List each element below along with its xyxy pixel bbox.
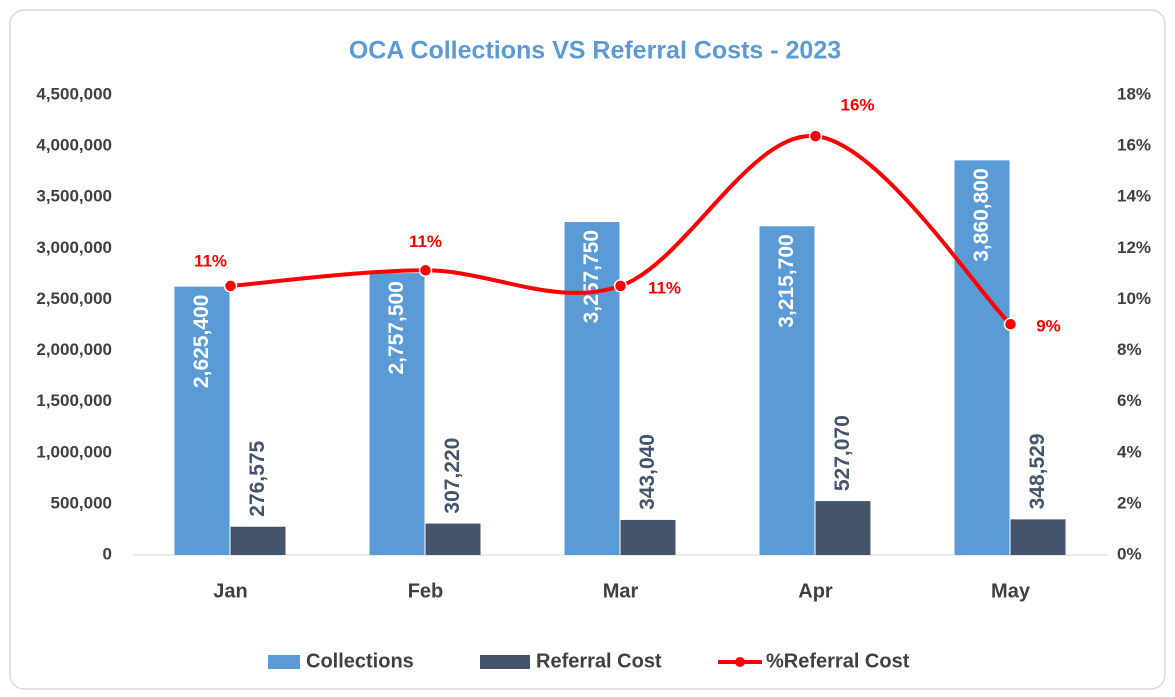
y2-tick-label: 10% xyxy=(1117,289,1151,308)
y2-tick-label: 16% xyxy=(1117,136,1151,155)
y2-tick-label: 14% xyxy=(1117,187,1151,206)
bar xyxy=(815,501,871,555)
data-label: 3,860,800 xyxy=(970,168,993,261)
bar xyxy=(620,519,676,555)
data-label: 3,257,750 xyxy=(580,230,603,323)
legend-label: Referral Cost xyxy=(536,650,662,672)
chart-title: OCA Collections VS Referral Costs - 2023 xyxy=(349,37,841,65)
y-tick-label: 2,000,000 xyxy=(36,340,112,359)
x-tick-label: Feb xyxy=(408,580,444,602)
x-tick-label: Mar xyxy=(603,580,639,602)
legend-label: %Referral Cost xyxy=(766,650,910,672)
y2-tick-label: 12% xyxy=(1117,238,1151,257)
legend-label: Collections xyxy=(306,650,414,672)
bar xyxy=(174,286,230,555)
bar xyxy=(759,226,815,555)
bar xyxy=(369,273,425,555)
data-label: 276,575 xyxy=(246,440,269,516)
bar xyxy=(1010,519,1066,555)
marker xyxy=(1003,317,1018,331)
y-tick-label: 1,500,000 xyxy=(36,391,112,410)
legend-marker xyxy=(735,657,745,667)
data-label: 11% xyxy=(648,278,681,297)
x-tick-label: May xyxy=(991,580,1031,602)
data-label: 11% xyxy=(409,232,442,251)
y-tick-label: 4,000,000 xyxy=(36,136,112,155)
data-label: 16% xyxy=(840,96,874,115)
marker xyxy=(613,279,628,293)
data-label: 2,625,400 xyxy=(190,295,213,388)
y-tick-label: 2,500,000 xyxy=(36,289,112,308)
bar xyxy=(954,160,1010,555)
marker xyxy=(808,129,823,143)
x-tick-label: Jan xyxy=(213,580,247,602)
data-label: 2,757,500 xyxy=(385,281,408,374)
data-label: 307,220 xyxy=(441,438,464,514)
marker xyxy=(418,263,433,278)
y2-tick-label: 6% xyxy=(1117,391,1142,410)
y-tick-label: 3,500,000 xyxy=(36,187,112,206)
data-label: 9% xyxy=(1036,317,1061,336)
y-tick-label: 0 xyxy=(103,544,112,563)
legend-swatch xyxy=(480,655,530,669)
y-tick-label: 500,000 xyxy=(51,493,112,512)
marker xyxy=(223,279,238,293)
y2-tick-label: 4% xyxy=(1117,442,1142,461)
y2-tick-label: 8% xyxy=(1117,340,1142,359)
x-tick-label: Apr xyxy=(798,580,833,602)
data-label: 348,529 xyxy=(1026,433,1049,509)
y-tick-label: 4,500,000 xyxy=(36,84,112,103)
y2-tick-label: 0% xyxy=(1117,544,1142,563)
y2-tick-label: 18% xyxy=(1117,84,1151,103)
y2-tick-label: 2% xyxy=(1117,493,1142,512)
line xyxy=(230,134,1012,326)
legend-swatch xyxy=(268,655,300,669)
bar xyxy=(564,221,620,556)
y-tick-label: 3,000,000 xyxy=(36,238,112,257)
bar xyxy=(425,523,481,555)
data-label: 343,040 xyxy=(636,434,659,510)
bar xyxy=(230,526,286,555)
y-tick-label: 1,000,000 xyxy=(36,442,112,461)
data-label: 11% xyxy=(194,251,227,270)
data-label: 3,215,700 xyxy=(775,234,798,327)
data-label: 527,070 xyxy=(831,415,854,491)
